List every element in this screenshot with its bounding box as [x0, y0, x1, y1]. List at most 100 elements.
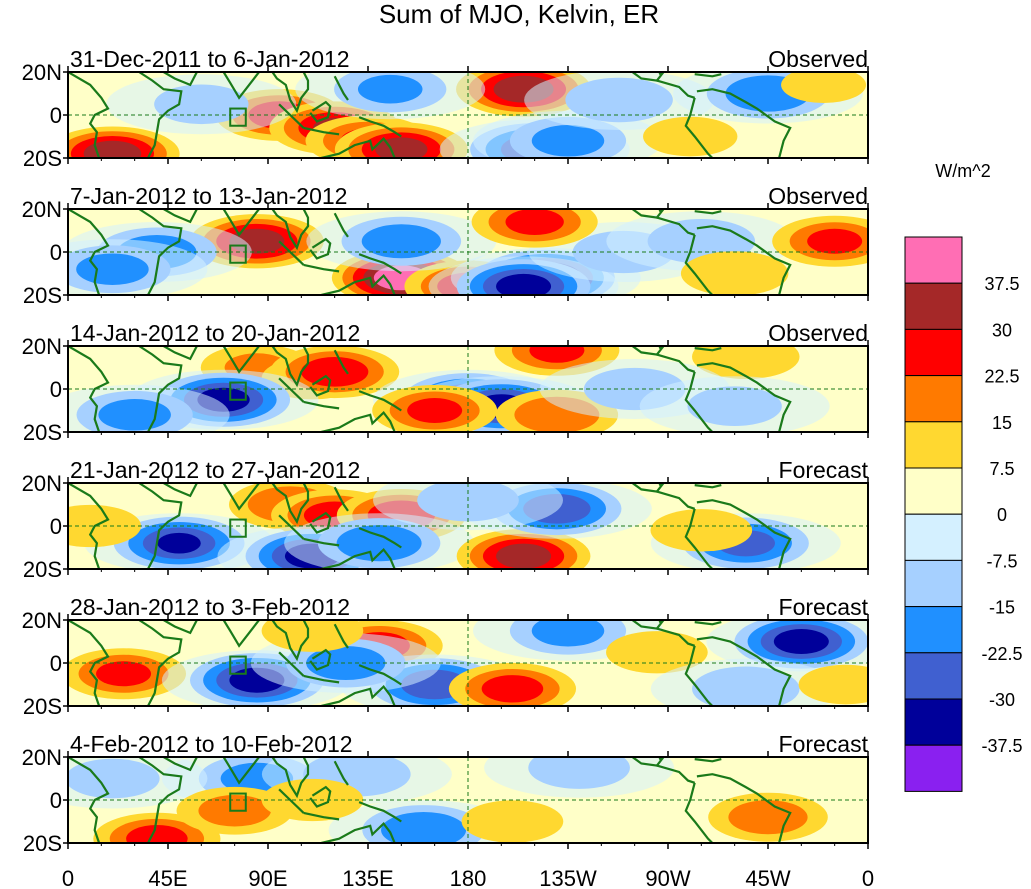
coastline — [658, 72, 667, 76]
contour-level — [96, 661, 152, 687]
anomaly — [680, 251, 789, 295]
contour-level — [505, 209, 564, 236]
colorbar-swatch — [904, 652, 963, 700]
contour-level — [381, 812, 467, 843]
anomaly — [456, 528, 591, 569]
panel: 20N 0 20S 28-Jan-2012 to 3-Feb-2012 Forecast — [22, 594, 869, 719]
colorbar-swatch — [904, 375, 963, 423]
coastline — [696, 362, 792, 432]
anomaly — [692, 346, 800, 379]
coastline — [321, 273, 396, 295]
y-tick-label: 20N — [22, 334, 62, 359]
contour-level — [300, 357, 369, 387]
contour-level — [773, 629, 829, 654]
panel-period: 31-Dec-2011 to 6-Jan-2012 — [70, 46, 350, 72]
coastline — [309, 511, 332, 534]
coastline — [303, 674, 340, 684]
panel: 20N 0 20S 31-Dec-2011 to 6-Jan-2012 Observed — [22, 46, 869, 171]
colorbar-swatch — [904, 559, 963, 608]
coastline — [658, 209, 667, 213]
coastline — [696, 225, 792, 295]
coastline — [222, 72, 260, 100]
contour-level — [407, 398, 463, 423]
anomaly — [781, 72, 867, 103]
coastline — [68, 483, 110, 569]
panel-period: 28-Jan-2012 to 3-Feb-2012 — [70, 594, 350, 620]
reference-box — [229, 381, 247, 401]
colorbar-label: 37.5 — [984, 274, 1019, 294]
y-tick-label: 0 — [50, 103, 62, 128]
coastline — [163, 757, 198, 772]
anomaly — [639, 376, 830, 432]
panel-period: 21-Jan-2012 to 27-Jan-2012 — [70, 457, 360, 483]
coastline — [278, 377, 305, 403]
coastline — [138, 72, 183, 158]
anomaly-field — [68, 209, 868, 295]
contour-level — [417, 483, 519, 522]
anomaly-field — [68, 757, 828, 843]
coastline — [656, 216, 696, 236]
coastline — [163, 620, 198, 635]
coastline — [321, 410, 396, 432]
y-tick-label: 20N — [22, 197, 62, 222]
coastline — [68, 346, 110, 432]
coastline — [138, 757, 183, 843]
panels: 20N 0 20S 31-Dec-2011 to 6-Jan-2012 Observed… — [22, 46, 869, 856]
contour-level — [650, 509, 753, 552]
contour-level — [496, 543, 552, 569]
coastline — [358, 253, 402, 275]
contour-level — [336, 525, 422, 562]
panel-kind: Observed — [768, 320, 868, 346]
coastline — [138, 209, 183, 295]
panel-kind: Forecast — [779, 457, 869, 483]
anomaly — [306, 211, 497, 272]
coastline — [631, 346, 665, 356]
anomaly — [484, 757, 675, 798]
coastline — [358, 664, 402, 686]
contour-level — [529, 346, 585, 363]
coastline — [656, 764, 696, 784]
contour-level — [807, 228, 863, 254]
coastline — [696, 636, 792, 706]
x-tick-label: 135E — [342, 866, 393, 889]
panel-kind: Forecast — [779, 731, 869, 757]
contour-level — [798, 664, 868, 705]
anomaly — [798, 664, 868, 705]
coastline — [271, 483, 310, 525]
colorbar-swatch — [904, 421, 963, 469]
coastline — [658, 620, 667, 624]
contour-level — [481, 675, 544, 703]
coastline — [303, 263, 340, 273]
coastlines — [68, 209, 792, 295]
anomaly — [706, 620, 868, 672]
x-tick-label: 90E — [248, 866, 287, 889]
coastline — [303, 537, 340, 547]
coastline — [656, 490, 696, 510]
colorbar-swatch — [904, 606, 963, 654]
contour-level — [375, 137, 428, 158]
colorbar-label: -7.5 — [986, 551, 1017, 571]
contour-level — [83, 140, 142, 158]
anomaly-field — [68, 483, 841, 569]
coastline — [358, 116, 402, 138]
contour-level — [692, 666, 800, 706]
coastline — [278, 514, 305, 540]
colorbar-swatch — [904, 513, 963, 561]
coastline — [321, 684, 396, 706]
panel-kind: Forecast — [779, 594, 869, 620]
y-tick-label: 20S — [23, 420, 62, 445]
coastline — [271, 346, 310, 388]
coastline — [321, 137, 396, 158]
contour-level — [643, 116, 738, 157]
contour-level — [565, 77, 673, 123]
x-tick-label: 180 — [450, 866, 487, 889]
contour-level — [496, 273, 552, 295]
coastlines — [68, 346, 792, 432]
contour-level — [680, 251, 789, 295]
panel: 20N 0 20S 14-Jan-2012 to 20-Jan-2012 Observe… — [22, 320, 869, 445]
coastline — [694, 484, 722, 489]
contour-level — [306, 646, 386, 680]
coastline — [333, 760, 349, 786]
contour-level — [781, 72, 867, 103]
contour-level — [361, 224, 441, 259]
